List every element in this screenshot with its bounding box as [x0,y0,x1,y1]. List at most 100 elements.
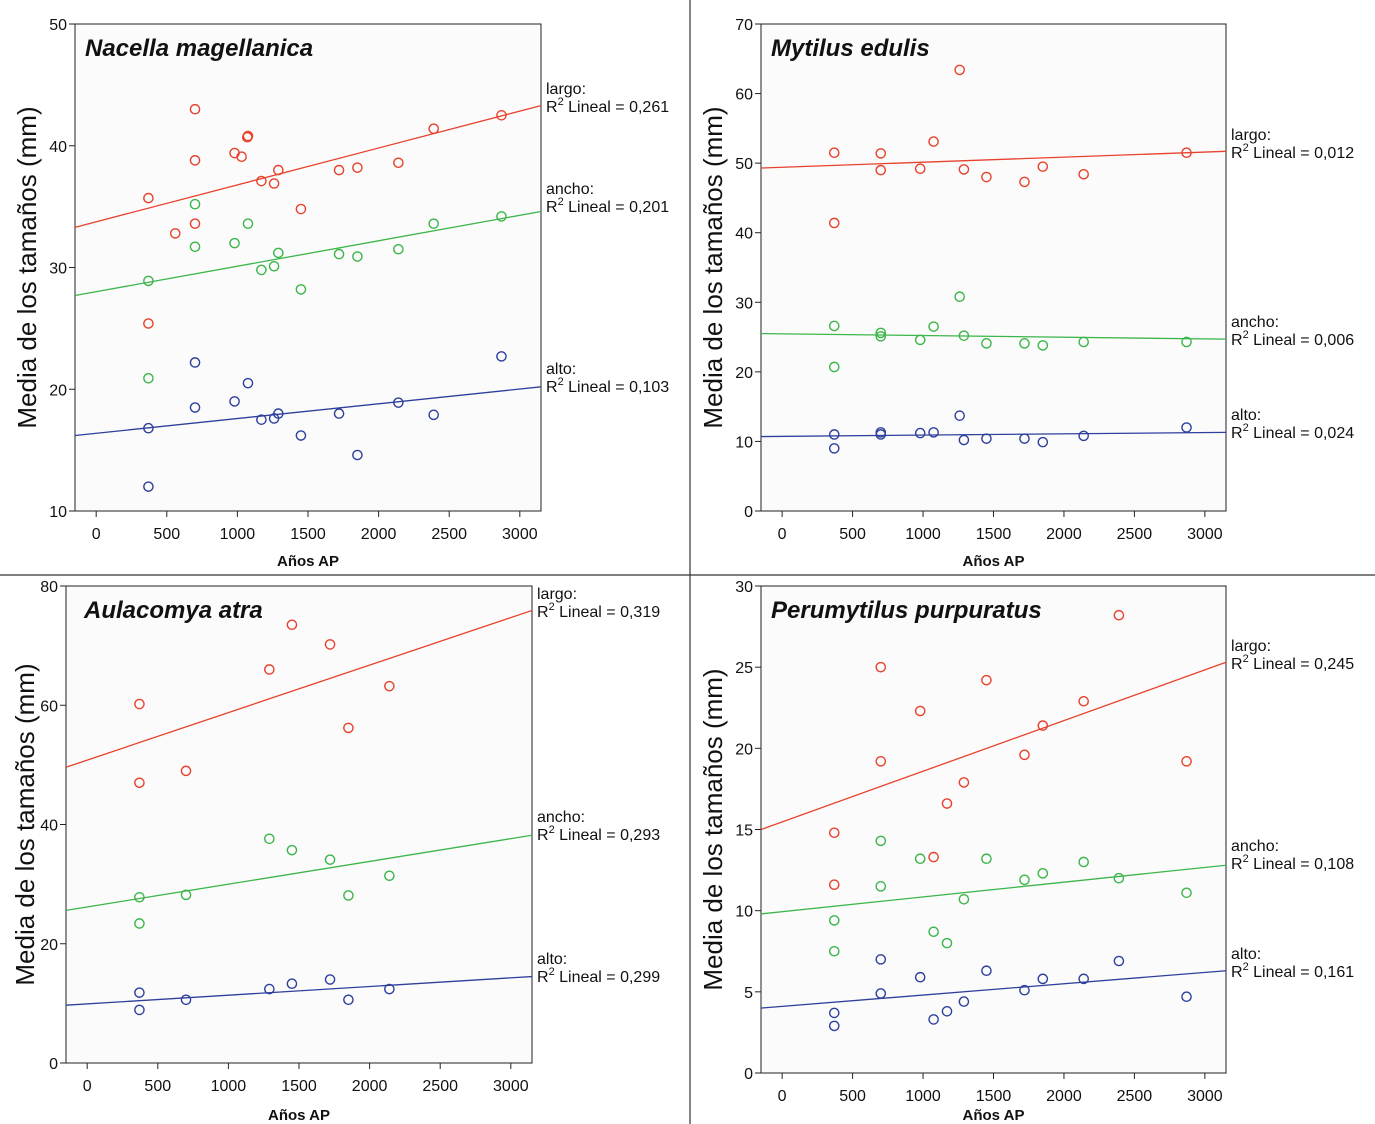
data-point-ancho [134,891,145,903]
data-point-alto [1037,973,1049,985]
fit-line-largo [760,661,1227,831]
x-tick-label: 1500 [281,1078,317,1095]
data-point-alto [928,1014,939,1025]
data-point-largo [333,164,345,176]
data-point-alto [1181,422,1192,433]
fit-line-alto [65,975,533,1006]
data-point-ancho [333,248,345,260]
r2-label-alto: R2 Lineal = 0,024 [1231,422,1354,442]
y-tick-label: 50 [735,156,753,173]
data-point-ancho [875,331,887,342]
data-point-largo [875,661,887,673]
data-point-alto [875,429,887,440]
y-tick-label: 30 [735,295,753,312]
data-point-ancho [914,853,926,865]
plot-area [760,585,1227,1074]
data-point-largo [981,674,992,686]
y-tick-label: 20 [735,365,753,382]
series-alto [65,974,533,1016]
data-point-largo [954,64,965,76]
series-alto [760,410,1227,454]
y-tick-label: 10 [735,904,753,921]
data-point-largo [189,218,201,229]
data-point-alto [958,434,970,446]
series-largo [74,103,542,329]
data-point-alto [134,1004,145,1016]
fit-line-largo [760,150,1227,169]
x-tick-label: 0 [83,1078,92,1095]
x-axis-label: Años AP [277,553,339,570]
data-point-largo [1181,147,1192,159]
r2-label-alto: R2 Lineal = 0,103 [546,376,669,396]
data-point-largo [958,164,970,175]
r2-label-largo: R2 Lineal = 0,261 [546,96,669,116]
data-point-largo [828,147,840,159]
fit-line-ancho [760,332,1227,340]
y-tick-label: 0 [744,1066,753,1083]
data-point-ancho [1019,874,1030,886]
data-point-alto [229,396,240,407]
data-point-ancho [1037,340,1049,351]
x-tick-label: 1500 [290,526,326,543]
data-point-largo [393,157,404,169]
x-tick-label: 500 [839,1088,866,1105]
data-point-ancho [981,338,992,349]
data-point-alto [242,377,254,389]
data-point-alto [1078,973,1089,985]
panel-title: Nacella magellanica [85,35,313,62]
data-point-ancho [875,835,887,847]
data-point-alto [1181,991,1192,1003]
data-point-ancho [256,264,267,276]
y-axis-label: Media de los tamaños (mm) [12,106,42,428]
data-point-largo [928,136,939,147]
data-point-largo [1037,720,1049,731]
data-point-largo [1037,161,1049,172]
r2-label-ancho: R2 Lineal = 0,201 [546,196,669,216]
data-point-largo [941,798,953,809]
x-tick-label: 2500 [422,1078,458,1095]
x-axis-label: Años AP [963,553,1025,570]
data-point-alto [875,954,887,965]
y-tick-label: 40 [49,139,67,156]
y-tick-label: 50 [49,17,67,34]
x-axis-label: Años AP [268,1107,330,1124]
x-tick-label: 2500 [1117,526,1153,543]
data-point-alto [928,427,939,438]
x-tick-label: 500 [839,526,866,543]
data-point-alto [343,994,354,1006]
data-point-alto [189,357,201,368]
x-tick-label: 2000 [361,526,397,543]
data-point-largo [828,827,840,839]
series-label-largo: largo: [1231,638,1271,655]
panel-title: Perumytilus purpuratus [771,597,1042,624]
data-point-alto [352,449,363,461]
data-point-largo [295,203,307,215]
data-point-largo [189,155,201,166]
x-tick-label: 2500 [431,526,467,543]
series-label-alto: alto: [537,951,567,968]
data-point-largo [828,217,840,229]
series-label-alto: alto: [1231,946,1261,963]
data-point-largo [384,680,395,692]
data-point-ancho [1078,856,1089,868]
series-ancho [760,835,1227,957]
y-tick-label: 20 [40,937,58,954]
data-point-largo [143,318,154,329]
data-point-largo [256,175,267,187]
x-tick-label: 0 [92,526,101,543]
y-tick-label: 60 [735,87,753,104]
data-point-alto [875,988,887,999]
data-point-alto [828,443,840,454]
data-point-ancho [180,889,192,901]
data-point-ancho [1037,868,1049,879]
x-tick-label: 2500 [1117,1088,1153,1105]
data-point-alto [828,1020,840,1032]
data-point-alto [273,408,284,419]
data-point-ancho [1078,336,1089,348]
x-tick-label: 1000 [220,526,256,543]
x-tick-label: 2000 [1046,1088,1082,1105]
series-label-ancho: ancho: [1231,314,1279,331]
r2-label-largo: R2 Lineal = 0,245 [1231,653,1354,673]
data-point-alto [295,430,307,441]
